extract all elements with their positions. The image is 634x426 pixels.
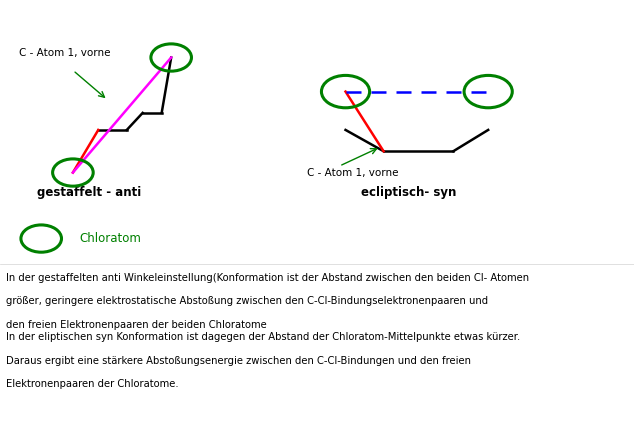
Text: Daraus ergibt eine stärkere Abstoßungsenergie zwischen den C-Cl-Bindungen und de: Daraus ergibt eine stärkere Abstoßungsen… <box>6 356 471 366</box>
Text: größer, geringere elektrostatische Abstoßung zwischen den C-Cl-Bindungselektrone: größer, geringere elektrostatische Absto… <box>6 296 488 306</box>
Text: Chloratom: Chloratom <box>79 232 141 245</box>
Text: C - Atom 1, vorne: C - Atom 1, vorne <box>307 167 399 178</box>
Text: ecliptisch- syn: ecliptisch- syn <box>361 186 456 199</box>
Text: den freien Elektronenpaaren der beiden Chloratome: den freien Elektronenpaaren der beiden C… <box>6 320 267 329</box>
Text: In der gestaffelten anti Winkeleinstellung(Konformation ist der Abstand zwischen: In der gestaffelten anti Winkeleinstellu… <box>6 273 529 282</box>
Text: Elektronenpaaren der Chloratome.: Elektronenpaaren der Chloratome. <box>6 379 179 389</box>
Text: In der eliptischen syn Konformation ist dagegen der Abstand der Chloratom-Mittel: In der eliptischen syn Konformation ist … <box>6 332 521 342</box>
Text: gestaffelt - anti: gestaffelt - anti <box>37 186 141 199</box>
Text: C - Atom 1, vorne: C - Atom 1, vorne <box>19 48 110 58</box>
